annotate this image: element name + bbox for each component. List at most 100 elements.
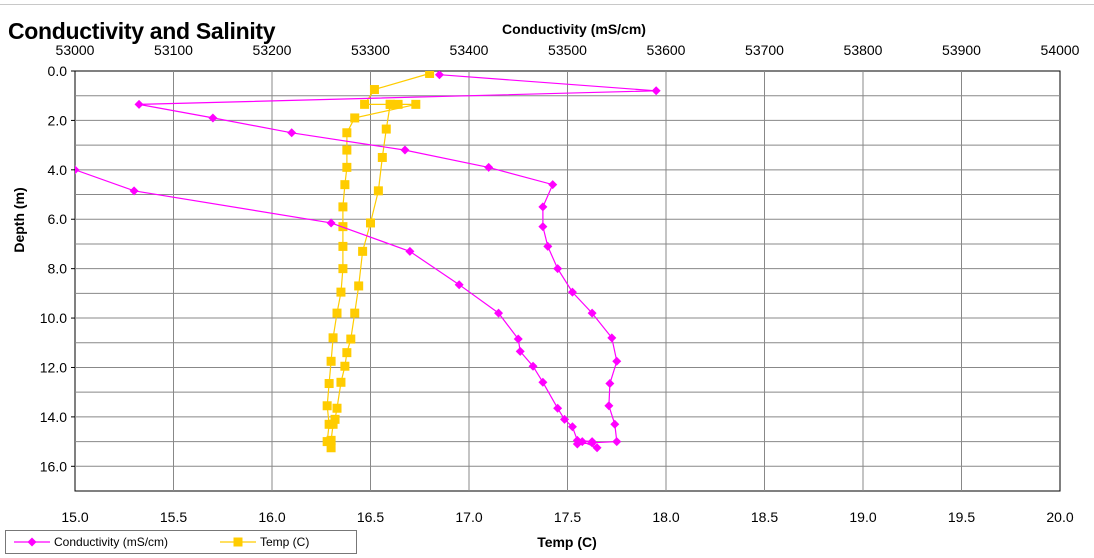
y-tick-label: 4.0 bbox=[48, 162, 68, 178]
data-point-temp bbox=[342, 348, 352, 358]
data-point-temp bbox=[358, 246, 368, 256]
data-point-conductivity bbox=[538, 377, 548, 387]
data-point-conductivity bbox=[434, 71, 444, 80]
top-x-axis-title: Conductivity (mS/cm) bbox=[502, 21, 646, 37]
y-axis-title: Depth (m) bbox=[11, 187, 27, 252]
data-point-conductivity bbox=[543, 241, 553, 251]
series-conductivity bbox=[75, 71, 661, 453]
data-point-conductivity bbox=[607, 333, 617, 343]
data-point-conductivity bbox=[405, 246, 415, 256]
data-point-conductivity bbox=[587, 308, 597, 318]
bottom-x-tick-label: 16.0 bbox=[258, 509, 285, 525]
top-border-line bbox=[0, 4, 1094, 5]
bottom-x-tick-label: 20.0 bbox=[1046, 509, 1073, 525]
data-point-temp bbox=[332, 308, 342, 318]
bottom-x-tick-label: 16.5 bbox=[357, 509, 384, 525]
top-x-tick-label: 53200 bbox=[253, 42, 292, 58]
data-point-conductivity bbox=[553, 264, 563, 274]
bottom-x-tick-label: 19.5 bbox=[948, 509, 975, 525]
data-point-conductivity bbox=[605, 379, 615, 389]
data-point-temp bbox=[350, 113, 360, 123]
data-point-temp bbox=[338, 241, 348, 251]
legend-item-conductivity: Conductivity (mS/cm) bbox=[14, 531, 168, 553]
chart-title: Conductivity and Salinity bbox=[8, 18, 276, 44]
data-point-conductivity bbox=[75, 165, 80, 175]
data-point-conductivity bbox=[610, 419, 620, 429]
data-point-temp bbox=[338, 202, 348, 212]
data-point-conductivity bbox=[538, 202, 548, 212]
data-point-temp bbox=[336, 377, 346, 387]
data-point-temp bbox=[369, 85, 379, 95]
data-point-conductivity bbox=[129, 186, 139, 196]
data-point-temp bbox=[425, 71, 435, 78]
y-tick-label: 0.0 bbox=[48, 63, 68, 79]
data-point-conductivity bbox=[567, 422, 577, 432]
data-point-temp bbox=[366, 218, 375, 228]
y-tick-label: 6.0 bbox=[48, 211, 68, 227]
y-tick-label: 8.0 bbox=[48, 261, 68, 277]
data-point-conductivity bbox=[587, 437, 597, 447]
bottom-x-tick-label: 15.5 bbox=[160, 509, 187, 525]
top-x-tick-label: 53600 bbox=[647, 42, 686, 58]
data-point-temp bbox=[373, 186, 383, 196]
y-tick-label: 16.0 bbox=[40, 458, 67, 474]
data-point-temp bbox=[326, 443, 336, 453]
data-point-conductivity bbox=[651, 86, 661, 96]
data-point-conductivity bbox=[604, 401, 614, 411]
data-point-temp bbox=[393, 99, 403, 109]
data-point-conductivity bbox=[567, 287, 577, 297]
legend-label-temp: Temp (C) bbox=[260, 535, 310, 549]
data-point-conductivity bbox=[592, 443, 602, 453]
data-point-conductivity bbox=[134, 99, 144, 109]
data-point-conductivity bbox=[515, 346, 525, 356]
y-tick-label: 2.0 bbox=[48, 112, 68, 128]
data-point-temp bbox=[342, 145, 352, 155]
series-line-temp bbox=[326, 72, 430, 450]
top-x-tick-labels: 53000 53100 53200 53300 53400 53500 53600 53700… bbox=[56, 42, 1080, 58]
top-x-tick-label: 53400 bbox=[450, 42, 489, 58]
data-point-conductivity bbox=[208, 113, 218, 123]
data-point-conductivity bbox=[612, 356, 622, 366]
y-tick-label: 12.0 bbox=[40, 359, 67, 375]
gridlines bbox=[74, 70, 1061, 492]
data-point-temp bbox=[342, 128, 352, 138]
data-point-temp bbox=[346, 334, 356, 344]
data-point-temp bbox=[336, 287, 346, 297]
data-point-conductivity bbox=[572, 435, 582, 445]
data-point-conductivity bbox=[538, 222, 548, 232]
data-point-temp bbox=[340, 361, 350, 371]
data-point-temp bbox=[381, 124, 391, 134]
legend-label-conductivity: Conductivity (mS/cm) bbox=[54, 535, 169, 549]
top-x-tick-label: 53300 bbox=[351, 42, 390, 58]
data-point-temp bbox=[328, 333, 338, 343]
data-point-conductivity bbox=[454, 280, 464, 290]
y-tick-labels: 0.0 2.0 4.0 6.0 8.0 10.0 12.0 14.0 16.0 bbox=[40, 63, 75, 474]
bottom-x-tick-labels: 15.0 15.5 16.0 16.5 17.0 17.5 18.0 18.5 19.0 19.5… bbox=[61, 509, 1073, 525]
data-point-temp bbox=[360, 99, 370, 109]
data-point-temp bbox=[338, 264, 348, 274]
data-point-conductivity bbox=[494, 308, 504, 318]
data-point-conductivity bbox=[528, 361, 538, 371]
top-x-tick-label: 54000 bbox=[1041, 42, 1080, 58]
data-point-temp bbox=[342, 162, 352, 172]
bottom-x-tick-label: 18.5 bbox=[751, 509, 778, 525]
data-point-temp bbox=[322, 401, 332, 411]
bottom-x-tick-label: 15.0 bbox=[61, 509, 88, 525]
data-point-temp bbox=[332, 403, 342, 413]
data-point-conductivity bbox=[400, 145, 410, 155]
data-point-temp bbox=[326, 356, 336, 366]
y-tick-label: 14.0 bbox=[40, 409, 67, 425]
bottom-x-tick-label: 17.5 bbox=[554, 509, 581, 525]
y-tick-label: 10.0 bbox=[40, 310, 67, 326]
data-point-temp bbox=[350, 308, 360, 318]
legend-swatch-temp bbox=[220, 537, 256, 547]
data-point-temp bbox=[328, 419, 338, 429]
bottom-x-tick-label: 19.0 bbox=[849, 509, 876, 525]
bottom-x-tick-label: 17.0 bbox=[455, 509, 482, 525]
data-point-conductivity bbox=[513, 334, 523, 344]
top-x-tick-label: 53100 bbox=[154, 42, 193, 58]
data-point-temp bbox=[354, 281, 364, 291]
series-layer bbox=[75, 71, 661, 453]
data-point-temp bbox=[326, 435, 336, 445]
